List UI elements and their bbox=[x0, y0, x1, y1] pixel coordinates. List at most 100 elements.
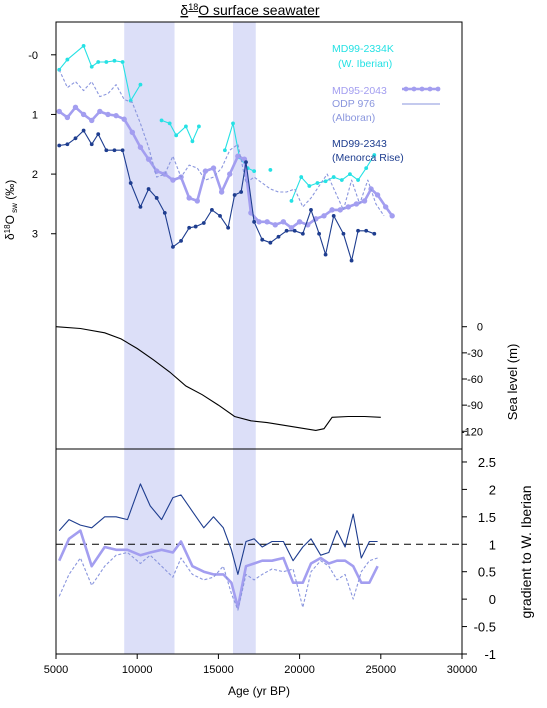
data-point bbox=[289, 199, 294, 203]
data-point bbox=[112, 148, 117, 153]
data-point bbox=[364, 166, 369, 171]
data-point bbox=[331, 175, 336, 179]
data-point bbox=[356, 228, 360, 233]
bottom-panel-frame bbox=[55, 448, 463, 655]
data-point bbox=[239, 190, 244, 194]
data-point bbox=[231, 121, 235, 126]
data-point bbox=[170, 177, 176, 183]
data-point bbox=[345, 204, 352, 210]
data-point bbox=[288, 225, 295, 231]
data-point bbox=[364, 228, 369, 233]
data-point bbox=[105, 111, 111, 118]
data-point bbox=[81, 43, 86, 48]
data-point bbox=[227, 171, 233, 177]
data-point bbox=[372, 231, 377, 236]
series-line bbox=[58, 69, 385, 217]
data-point bbox=[292, 228, 297, 233]
gradient-tick-label: -1 bbox=[484, 647, 496, 662]
data-point bbox=[309, 207, 313, 212]
data-point bbox=[341, 231, 346, 236]
data-point bbox=[201, 221, 206, 225]
data-point bbox=[389, 213, 395, 219]
data-point bbox=[317, 231, 321, 236]
data-point bbox=[174, 133, 179, 138]
sea-level-tick-label: 0 bbox=[477, 322, 483, 334]
data-point bbox=[210, 165, 217, 171]
x-tick-label: 15000 bbox=[203, 664, 234, 676]
data-point bbox=[210, 207, 214, 212]
x-tick-label: 5000 bbox=[44, 664, 68, 676]
data-point bbox=[97, 108, 103, 115]
ylabel-delta: δ bbox=[3, 233, 17, 240]
data-point bbox=[276, 234, 281, 239]
data-point bbox=[145, 156, 152, 162]
data-point bbox=[194, 198, 200, 204]
gradient-tick-label: 2 bbox=[489, 482, 496, 497]
data-point bbox=[154, 196, 159, 200]
data-point bbox=[222, 148, 227, 153]
top-panel-frame bbox=[55, 21, 463, 450]
data-point bbox=[349, 258, 354, 263]
sea-level-tick-label: -120 bbox=[461, 426, 483, 438]
x-tick-label: 25000 bbox=[366, 664, 397, 676]
data-point bbox=[159, 118, 164, 123]
data-point bbox=[121, 116, 127, 122]
data-point bbox=[146, 187, 151, 191]
gradient-tick-label: -0.5 bbox=[474, 620, 496, 635]
data-point bbox=[80, 111, 87, 118]
legend-label-md95-2043: MD95-2043 bbox=[332, 85, 387, 97]
data-point bbox=[96, 60, 101, 64]
shaded-interval-2 bbox=[233, 22, 256, 654]
legend-swatch-dot bbox=[419, 86, 425, 92]
legend-label-md99-2334k: MD99-2334K bbox=[332, 43, 394, 55]
top-odp-976 bbox=[58, 69, 385, 217]
data-point bbox=[218, 189, 225, 195]
gradient-axis-label: gradient to W. Iberian bbox=[518, 485, 534, 618]
legend-label-odp-976: ODP 976 bbox=[332, 98, 375, 110]
legend-swatch-dot bbox=[411, 86, 417, 92]
data-point bbox=[162, 171, 168, 177]
x-tick-label: 30000 bbox=[447, 664, 478, 676]
sea-level-tick-label: -30 bbox=[467, 348, 483, 360]
data-point bbox=[268, 168, 273, 172]
legend-swatch-dot bbox=[403, 86, 409, 92]
panel-frames bbox=[55, 21, 463, 655]
series-line bbox=[58, 45, 141, 102]
data-point bbox=[235, 153, 241, 159]
data-point bbox=[374, 192, 381, 198]
data-point bbox=[202, 168, 209, 174]
sea-level-axis-label: Sea level (m) bbox=[505, 344, 520, 421]
data-point bbox=[138, 205, 143, 209]
ylabel-sub: sw bbox=[10, 203, 19, 215]
data-point bbox=[65, 142, 70, 147]
gradient-tick-label: 0 bbox=[489, 592, 496, 607]
data-point bbox=[280, 219, 287, 225]
data-point bbox=[284, 228, 289, 233]
data-point bbox=[226, 225, 231, 230]
data-point bbox=[256, 219, 262, 225]
data-point bbox=[356, 178, 360, 182]
sea-level-curve bbox=[55, 326, 381, 431]
ylabel-main: O bbox=[3, 215, 17, 224]
top-y-tick-label: 1 bbox=[32, 109, 38, 121]
legend-label-md99-2343: MD99-2343 bbox=[332, 138, 387, 150]
data-point bbox=[89, 64, 94, 69]
data-point bbox=[272, 222, 278, 228]
top-y-tick-label: 3 bbox=[32, 229, 38, 241]
legend-swatch-dot bbox=[427, 86, 433, 92]
ylabel-sup: 18 bbox=[3, 224, 12, 233]
data-point bbox=[323, 252, 328, 257]
title-rest: O surface seawater bbox=[198, 2, 320, 18]
series-line bbox=[58, 529, 379, 609]
data-point bbox=[353, 201, 360, 207]
top-y-tick-label: 2 bbox=[32, 169, 38, 181]
chart-title: δ18O surface seawater bbox=[180, 2, 320, 18]
data-point bbox=[120, 60, 125, 64]
data-point bbox=[120, 148, 125, 153]
top-y-axis-label: δ18O sw (‰) bbox=[3, 180, 19, 240]
data-point bbox=[96, 132, 101, 137]
data-point bbox=[252, 169, 257, 174]
data-point bbox=[307, 184, 312, 188]
